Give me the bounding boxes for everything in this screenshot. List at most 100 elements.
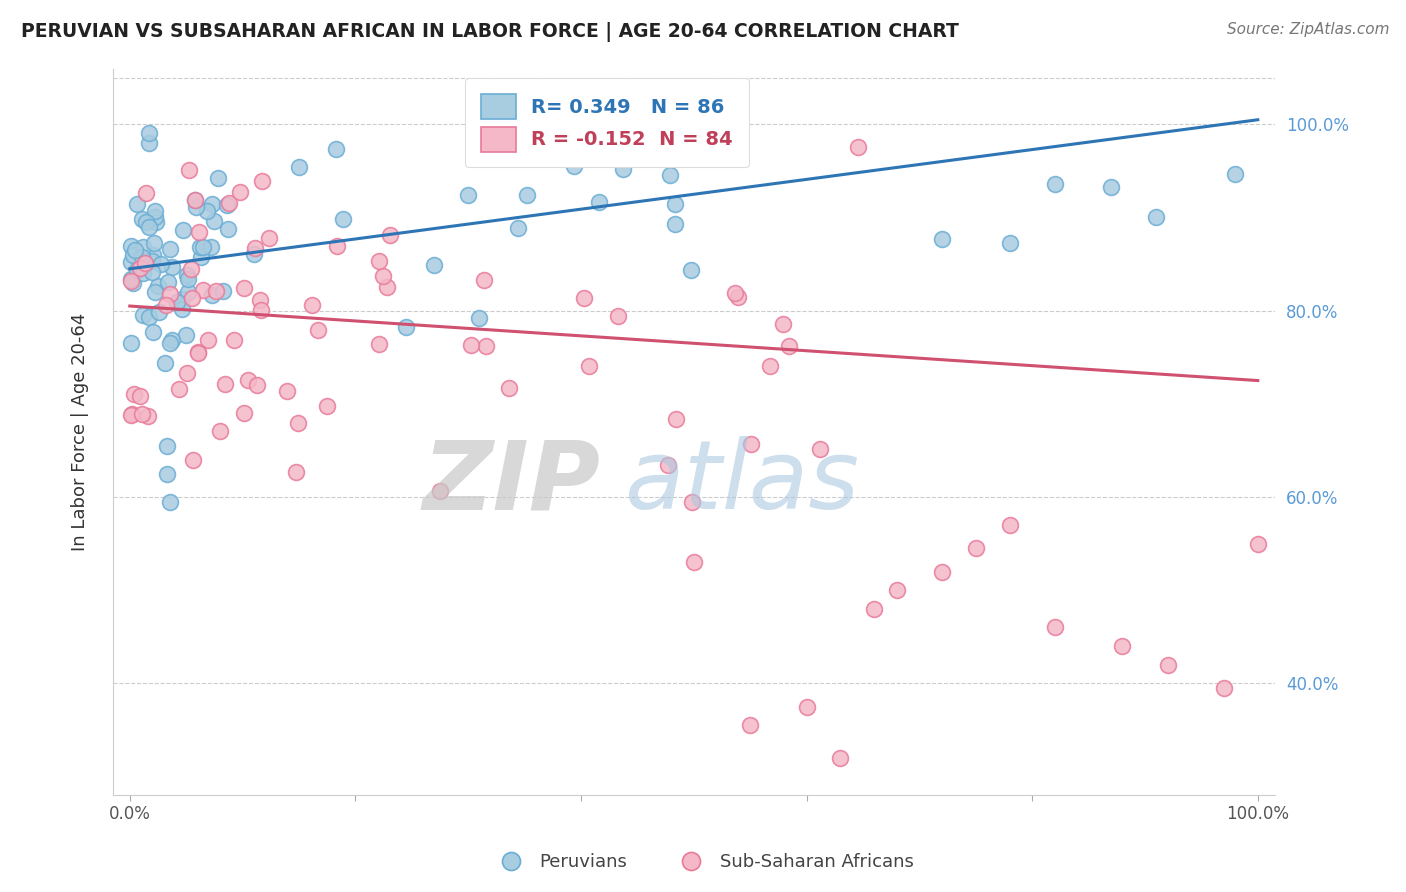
Point xyxy=(681,495,703,509)
Point xyxy=(138,220,160,235)
Text: PERUVIAN VS SUBSAHARAN AFRICAN IN LABOR FORCE | AGE 20-64 CORRELATION CHART: PERUVIAN VS SUBSAHARAN AFRICAN IN LABOR … xyxy=(21,22,959,42)
Point xyxy=(132,240,155,254)
Point xyxy=(156,275,179,289)
Point xyxy=(727,290,749,304)
Point xyxy=(457,188,479,202)
Point xyxy=(578,359,600,374)
Point xyxy=(141,254,163,268)
Point xyxy=(472,273,495,287)
Point xyxy=(965,541,987,556)
Point xyxy=(121,248,143,262)
Text: atlas: atlas xyxy=(624,436,859,529)
Point xyxy=(159,335,181,350)
Point xyxy=(155,298,177,312)
Point xyxy=(141,265,163,279)
Point xyxy=(120,408,142,422)
Point xyxy=(159,242,181,256)
Point xyxy=(146,278,169,293)
Point xyxy=(138,126,160,140)
Point xyxy=(129,389,152,403)
Point xyxy=(307,323,329,337)
Point xyxy=(224,334,246,348)
Point xyxy=(607,309,630,323)
Point xyxy=(1156,657,1178,672)
Text: Source: ZipAtlas.com: Source: ZipAtlas.com xyxy=(1226,22,1389,37)
Point xyxy=(772,317,794,331)
Point xyxy=(159,287,181,301)
Point xyxy=(665,412,688,426)
Point xyxy=(190,250,212,264)
Point xyxy=(998,517,1021,532)
Point xyxy=(243,247,266,261)
Point xyxy=(301,298,323,312)
Point xyxy=(1247,536,1270,550)
Point xyxy=(285,465,308,479)
Point xyxy=(562,159,585,173)
Point xyxy=(229,185,252,199)
Point xyxy=(429,483,451,498)
Point xyxy=(740,436,762,450)
Point xyxy=(249,293,271,308)
Point xyxy=(159,494,181,508)
Point xyxy=(135,215,157,229)
Point xyxy=(588,195,610,210)
Point xyxy=(120,239,142,253)
Point xyxy=(176,366,198,380)
Point xyxy=(498,382,520,396)
Point xyxy=(148,305,170,319)
Point xyxy=(657,458,679,472)
Point xyxy=(572,291,595,305)
Point xyxy=(172,222,194,236)
Point xyxy=(167,382,190,396)
Point xyxy=(153,356,176,370)
Point xyxy=(249,302,271,317)
Point xyxy=(778,339,800,353)
Point xyxy=(122,387,145,401)
Point xyxy=(142,325,165,339)
Point xyxy=(1043,177,1066,191)
Point xyxy=(740,718,762,732)
Point xyxy=(508,220,530,235)
Point xyxy=(135,186,157,200)
Point xyxy=(218,195,240,210)
Point xyxy=(243,241,266,255)
Point xyxy=(238,373,260,387)
Point xyxy=(180,261,202,276)
Point xyxy=(193,239,215,253)
Point xyxy=(474,339,496,353)
Point xyxy=(233,406,256,420)
Point xyxy=(177,162,200,177)
Legend: Peruvians, Sub-Saharan Africans: Peruvians, Sub-Saharan Africans xyxy=(485,847,921,879)
Point xyxy=(215,198,238,212)
Point xyxy=(125,197,148,211)
Point xyxy=(664,196,686,211)
Point xyxy=(184,201,207,215)
Point xyxy=(395,320,418,334)
Point xyxy=(886,583,908,598)
Point xyxy=(207,171,229,186)
Point xyxy=(176,268,198,282)
Point xyxy=(177,272,200,286)
Point xyxy=(830,751,852,765)
Point xyxy=(156,439,179,453)
Point xyxy=(145,285,167,300)
Point xyxy=(138,409,160,424)
Point xyxy=(188,240,211,254)
Point xyxy=(162,333,184,347)
Point xyxy=(125,262,148,277)
Point xyxy=(143,211,166,225)
Point xyxy=(138,310,160,324)
Point xyxy=(187,344,209,359)
Point xyxy=(612,161,634,176)
Point xyxy=(214,377,236,392)
Point xyxy=(377,280,399,294)
Point xyxy=(120,335,142,350)
Point xyxy=(998,236,1021,251)
Point xyxy=(276,384,298,398)
Point xyxy=(124,244,146,258)
Point xyxy=(217,222,239,236)
Point xyxy=(367,337,389,351)
Point xyxy=(145,214,167,228)
Point xyxy=(1144,211,1167,225)
Point xyxy=(1213,681,1236,695)
